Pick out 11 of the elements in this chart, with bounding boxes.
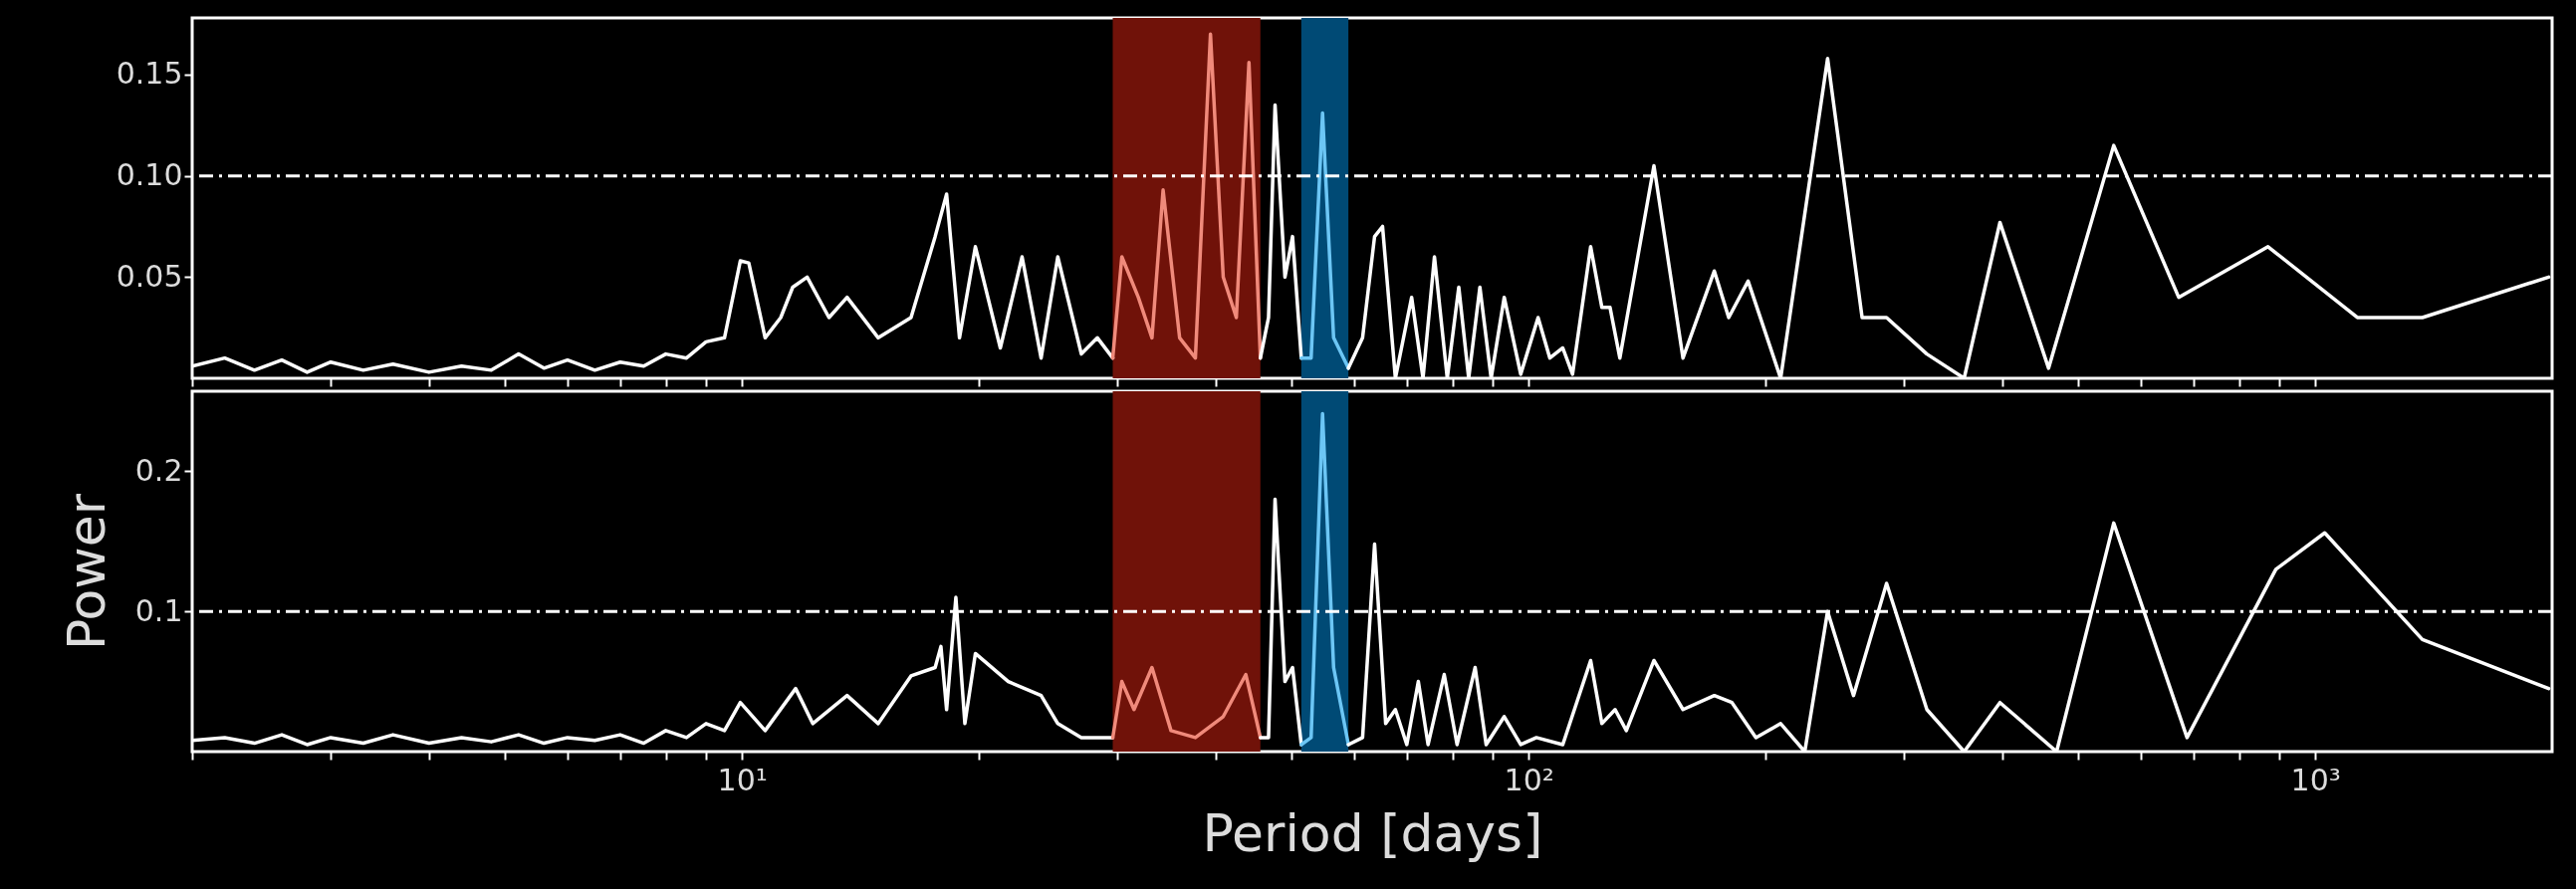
x-axis-title: Period [days] [1202,802,1543,863]
y-tick-label: 0.2 [134,452,183,488]
line-series [1299,111,1350,370]
y-tick-label: 0.10 [116,157,183,193]
x-tick-label: 10² [1504,762,1554,797]
x-tick-label: 10¹ [717,762,768,797]
y-tick-label: 0.1 [134,592,183,628]
y-tick-label: 0.15 [116,56,183,92]
x-tick-label: 10³ [2290,762,2341,797]
y-tick-label: 0.05 [116,258,183,294]
y-axis-title: Power [56,493,117,651]
